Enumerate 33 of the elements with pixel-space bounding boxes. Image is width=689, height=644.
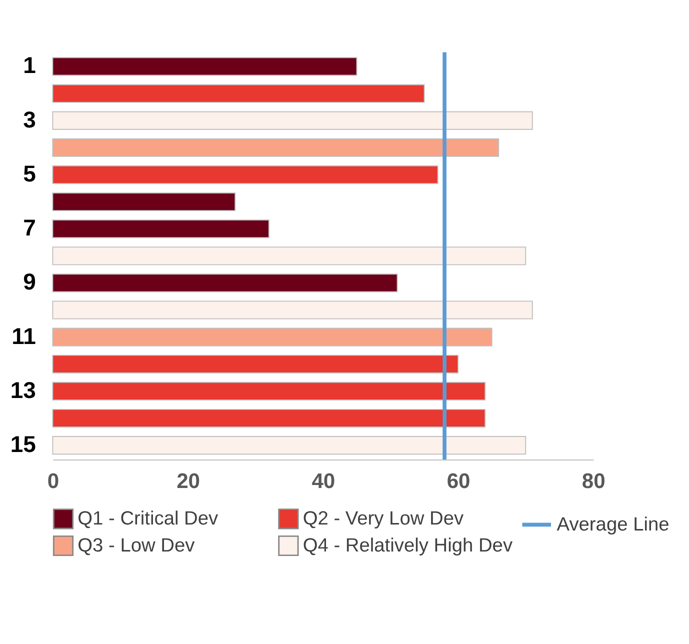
y-tick-label: 1 — [23, 52, 36, 78]
bar — [52, 192, 236, 212]
bar — [52, 111, 533, 130]
x-tick-label: 60 — [446, 470, 470, 493]
y-tick-label: 13 — [10, 376, 36, 403]
y-tick-label: 11 — [12, 322, 36, 349]
legend-label: Q2 - Very Low Dev — [302, 508, 464, 530]
y-tick-label: 15 — [10, 431, 36, 458]
bar — [52, 274, 398, 292]
x-tick-label: 0 — [47, 470, 60, 493]
bar — [52, 84, 425, 103]
bar — [52, 328, 492, 346]
x-tick-label: 80 — [582, 470, 606, 493]
x-tick-label: 40 — [312, 470, 336, 493]
bar — [52, 220, 270, 238]
y-tick-label: 7 — [23, 214, 36, 241]
y-tick-label: 9 — [23, 268, 36, 295]
legend-label: Average Line — [556, 514, 670, 536]
bar — [52, 57, 358, 76]
bar — [52, 408, 486, 428]
x-tick-label: 20 — [176, 470, 200, 493]
y-tick-label: 3 — [23, 106, 36, 132]
legend-label: Q4 - Relatively High Dev — [302, 536, 513, 557]
bar — [52, 300, 533, 320]
bar — [52, 436, 526, 455]
bar — [52, 138, 500, 157]
bar — [52, 165, 438, 184]
bar — [52, 246, 526, 266]
legend-label: Q3 - Low Dev — [78, 536, 196, 557]
legend-label: Q1 - Critical Dev — [78, 508, 219, 530]
bar — [52, 354, 459, 374]
bar — [52, 382, 486, 400]
y-tick-label: 5 — [23, 160, 36, 186]
